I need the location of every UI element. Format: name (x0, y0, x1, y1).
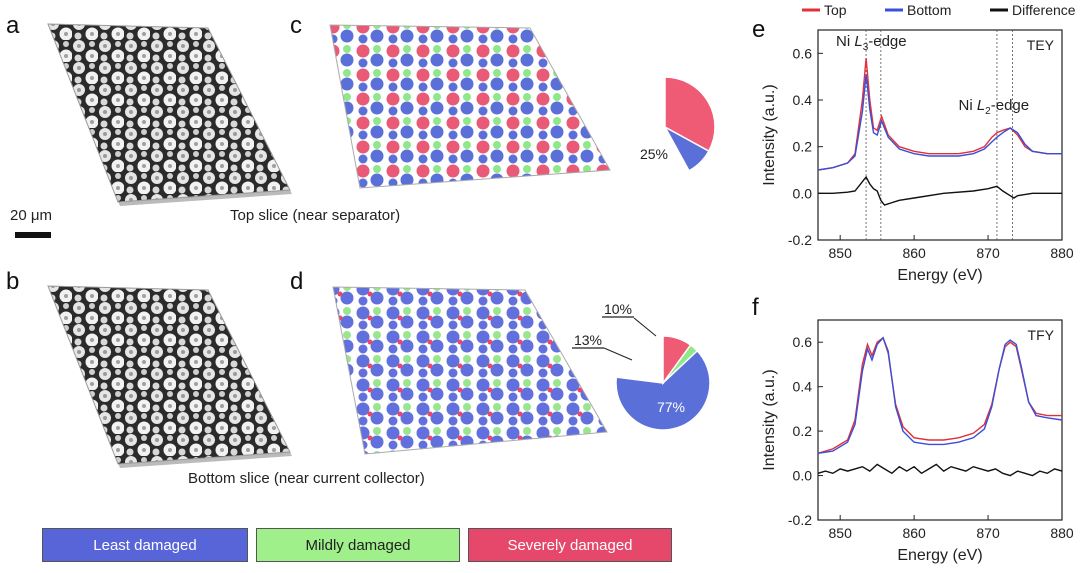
pie-leader-10 (633, 317, 657, 337)
series-top (817, 336, 1062, 454)
x-tick-label: 870 (976, 525, 1000, 541)
ni-l2-edge-label: Ni L2-edge (958, 97, 1029, 117)
y-tick-label: 0.4 (793, 92, 813, 108)
y-tick-label: 0.0 (793, 468, 813, 484)
series-difference (818, 175, 1062, 206)
x-tick-label: 870 (976, 245, 1000, 261)
y-tick-label: 0.0 (793, 185, 813, 201)
panel-label-d: d (290, 268, 304, 295)
x-axis-label: Energy (eV) (897, 267, 982, 284)
series-top (817, 57, 1062, 171)
x-tick-label: 850 (829, 245, 853, 261)
y-tick-label: 0.6 (793, 45, 813, 61)
legend-severely-damaged: Severely damaged (468, 528, 672, 562)
top-slice-segmented-image (329, 24, 611, 189)
x-tick-label: 880 (1050, 525, 1074, 541)
series-bottom (817, 336, 1063, 454)
y-tick-label: 0.6 (793, 334, 813, 350)
top-pie-label-25: 25% (640, 146, 668, 162)
y-tick-label: 0.4 (793, 379, 813, 395)
y-axis-label: Intensity (a.u.) (761, 369, 778, 470)
top-pie-label-33: 33% (623, 105, 651, 121)
series-difference (817, 463, 1063, 477)
y-tick-label: -0.2 (788, 232, 812, 248)
x-tick-label: 850 (829, 525, 853, 541)
bottom-pie-label-77: 77% (657, 399, 685, 415)
y-tick-label: -0.2 (788, 512, 812, 528)
top-slice-damage-pie: 42%25%33% (623, 76, 716, 172)
legend-label-top: Top (824, 2, 847, 18)
tfy-spectrum-chart: 850 860 870 880 -0.2 0.0 0.2 0.4 0.6 Energy (eV) I… (761, 319, 1074, 564)
measurement-mode-label: TFY (1028, 327, 1055, 343)
legend-least-damaged: Least damaged (42, 528, 248, 562)
x-axis-label: Energy (eV) (897, 547, 982, 564)
legend-label-bottom: Bottom (907, 2, 951, 18)
plot-frame (817, 29, 1063, 241)
bottom-slice-damage-pie: 77% 13%10% (572, 301, 711, 431)
bottom-pie-label-13: 13% (574, 332, 602, 348)
panel-label-b: b (6, 268, 20, 295)
series-bottom (817, 74, 1062, 171)
x-tick-label: 860 (902, 245, 926, 261)
tey-spectrum-chart: 850 860 870 880 -0.2 0.0 0.2 0.4 0.6 Energy (eV) I… (761, 2, 1076, 284)
legend-label-difference: Difference (1012, 2, 1076, 18)
x-tick-label: 860 (902, 525, 926, 541)
legend-mildly-damaged: Mildly damaged (256, 528, 460, 562)
bottom-pie-label-10: 10% (604, 301, 632, 317)
panel-label-c: c (290, 12, 302, 39)
bottom-slice-segmented-image (332, 286, 608, 455)
bottom-pie-slice-10 (662, 335, 692, 386)
x-tick-label: 880 (1050, 245, 1074, 261)
panel-label-e: e (752, 16, 766, 43)
panel-label-f: f (752, 294, 759, 321)
bottom-slice-grayscale-image (47, 285, 292, 468)
y-tick-label: 0.2 (793, 423, 813, 439)
top-slice-grayscale-image (47, 23, 292, 206)
panel-label-a: a (6, 12, 20, 39)
y-tick-label: 0.2 (793, 139, 813, 155)
pie-leader-13 (603, 347, 633, 361)
measurement-mode-label: TEY (1027, 37, 1055, 53)
top-pie-slice-33 (664, 76, 716, 153)
bottom-slice-caption: Bottom slice (near current collector) (188, 470, 425, 487)
scale-bar (15, 232, 51, 238)
scale-bar-label: 20 μm (10, 207, 52, 224)
y-axis-label: Intensity (a.u.) (761, 84, 778, 185)
ni-l3-edge-label: Ni L3-edge (836, 33, 907, 53)
top-slice-caption: Top slice (near separator) (230, 207, 401, 224)
